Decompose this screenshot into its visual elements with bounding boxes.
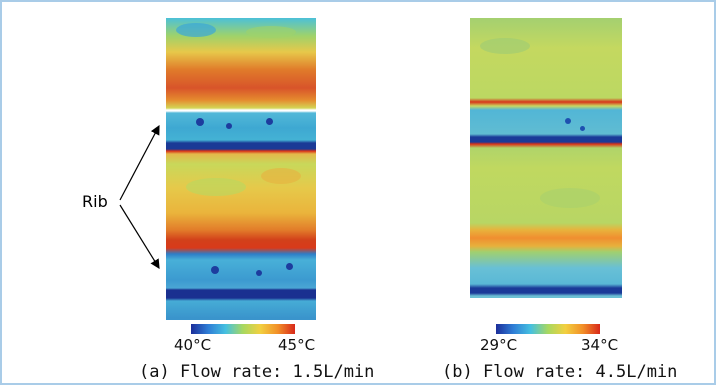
rib-arrow-upper xyxy=(119,124,160,201)
rib-arrow-lower xyxy=(119,204,160,270)
colorbar-a-min: 40°C xyxy=(174,336,212,354)
caption-a: (a) Flow rate: 1.5L/min xyxy=(139,362,375,382)
thermal-image-b xyxy=(470,18,622,298)
colorbar-b-min: 29°C xyxy=(480,336,518,354)
colorbar-a-max: 45°C xyxy=(278,336,316,354)
colorbar-a xyxy=(191,324,295,334)
colorbar-b xyxy=(496,324,600,334)
colorbar-b-max: 34°C xyxy=(581,336,619,354)
caption-b: (b) Flow rate: 4.5L/min xyxy=(442,362,678,382)
thermal-image-a xyxy=(166,18,316,320)
rib-label: Rib xyxy=(82,192,108,211)
